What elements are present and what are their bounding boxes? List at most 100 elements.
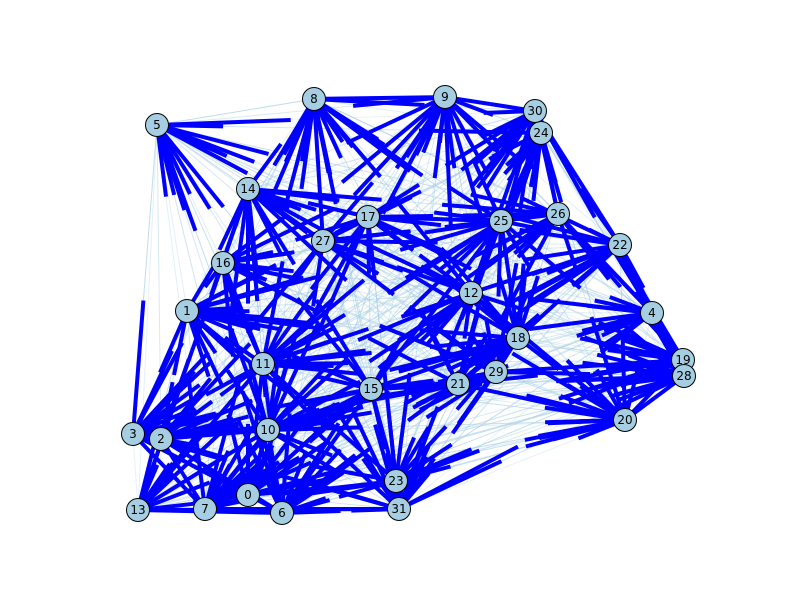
- edge-strong-14-16: [233, 198, 247, 227]
- edge-strong-11-3: [205, 367, 255, 397]
- edge-strong-7-17: [208, 463, 232, 501]
- node-label-22: 22: [612, 238, 627, 252]
- node-0: 0: [236, 483, 260, 507]
- node-22: 22: [608, 233, 632, 257]
- edge-strong-15-18: [380, 361, 446, 388]
- node-label-7: 7: [201, 502, 209, 516]
- edge-strong-21-30: [459, 313, 480, 374]
- edge-strong-13-10: [146, 468, 205, 506]
- edge-strong-29-24: [496, 262, 519, 362]
- node-circle-15: [359, 377, 383, 401]
- node-1: 1: [175, 299, 199, 323]
- edge-strong-15-3: [276, 389, 361, 409]
- node-label-16: 16: [215, 256, 230, 270]
- node-circle-26: [546, 202, 570, 226]
- edge-strong-10-31: [276, 433, 335, 472]
- node-circle-24: [529, 121, 553, 145]
- node-label-1: 1: [183, 304, 191, 318]
- edge-strong-25-8: [447, 185, 493, 217]
- node-label-27: 27: [315, 234, 330, 248]
- edge-strong-7-26: [212, 454, 270, 504]
- edge-strong-6-13: [209, 509, 272, 515]
- node-circle-29: [484, 360, 508, 384]
- edge-strong-14-23: [251, 197, 283, 254]
- edge-strong-9-31: [437, 107, 446, 144]
- edge-strong-20-27: [511, 351, 617, 417]
- node-25: 25: [489, 209, 513, 233]
- node-21: 21: [446, 372, 470, 396]
- node-31: 31: [387, 497, 411, 521]
- edge-strong-10-0: [256, 439, 267, 464]
- edge-weak-5-20: [156, 124, 626, 421]
- edge-strong-29-31: [450, 379, 492, 435]
- node-9: 9: [433, 85, 457, 109]
- edge-strong-23-26: [399, 426, 431, 473]
- edge-strong-5-19: [166, 127, 228, 158]
- node-label-9: 9: [441, 90, 449, 104]
- node-circle-6: [270, 501, 294, 525]
- edge-strong-12-7: [377, 298, 464, 370]
- node-circle-16: [211, 251, 235, 275]
- node-label-29: 29: [488, 365, 503, 379]
- edge-strong-8-28: [321, 103, 412, 173]
- node-circle-5: [145, 113, 169, 137]
- node-label-6: 6: [278, 506, 286, 520]
- edge-strong-15-5: [295, 296, 366, 382]
- edge-strong-16-30: [232, 207, 334, 260]
- edge-strong-25-11: [404, 224, 493, 280]
- edge-strong-10-3: [200, 428, 258, 434]
- node-circle-3: [121, 422, 145, 446]
- edge-weak-3-13: [132, 433, 139, 511]
- node-circle-11: [251, 352, 275, 376]
- edge-strong-10-6: [267, 440, 277, 472]
- node-14: 14: [236, 177, 260, 201]
- edge-strong-27-6: [311, 251, 324, 307]
- edge-strong-10-23: [277, 432, 333, 458]
- node-circle-21: [446, 372, 470, 396]
- edge-strong-14-19: [257, 191, 302, 212]
- node-28: 28: [672, 364, 696, 388]
- edge-strong-26-5: [470, 192, 548, 214]
- node-7: 7: [193, 497, 217, 521]
- edge-strong-31-26: [402, 456, 429, 501]
- edge-strong-20-10: [579, 418, 615, 424]
- edge-strong-5-22: [167, 125, 270, 156]
- edge-strong-13-30: [144, 474, 174, 504]
- edge-strong-24-29: [528, 143, 541, 188]
- node-10: 10: [256, 418, 280, 442]
- edge-strong-18-5: [408, 272, 510, 335]
- node-label-0: 0: [244, 488, 252, 502]
- node-circle-12: [459, 281, 483, 305]
- node-circle-23: [384, 469, 408, 493]
- edge-strong-9-10: [381, 105, 442, 215]
- edge-strong-16-0: [222, 273, 236, 357]
- edge-strong-14-3: [217, 198, 246, 251]
- edge-strong-16-11: [225, 272, 245, 315]
- edge-strong-16-21: [231, 266, 321, 315]
- edge-strong-27-13: [293, 248, 319, 283]
- edge-strong-30-10: [470, 118, 530, 188]
- edge-strong-15-7: [319, 393, 364, 428]
- node-2: 2: [149, 427, 173, 451]
- edge-strong-11-27: [266, 318, 287, 355]
- edge-strong-25-17: [434, 217, 491, 223]
- edge-weak-5-14: [156, 124, 249, 190]
- edge-strong-20-9: [595, 368, 622, 412]
- edge-weak-5-13: [137, 124, 158, 511]
- edge-strong-14-8: [252, 142, 283, 182]
- node-circle-22: [608, 233, 632, 257]
- edge-strong-5-31: [161, 133, 212, 210]
- edge-weak-9-13: [137, 96, 446, 511]
- node-29: 29: [484, 360, 508, 384]
- node-circle-20: [613, 408, 637, 432]
- edge-strong-28-1: [582, 360, 674, 377]
- edge-strong-15-1: [278, 348, 362, 387]
- edge-strong-18-9: [496, 274, 517, 329]
- edge-strong-8-29: [318, 107, 345, 144]
- node-18: 18: [506, 326, 530, 350]
- edge-strong-11-18: [273, 350, 372, 365]
- node-circle-14: [236, 177, 260, 201]
- edge-strong-5-15: [162, 132, 225, 209]
- edge-strong-11-30: [269, 296, 336, 358]
- edge-strong-26-13: [464, 218, 551, 281]
